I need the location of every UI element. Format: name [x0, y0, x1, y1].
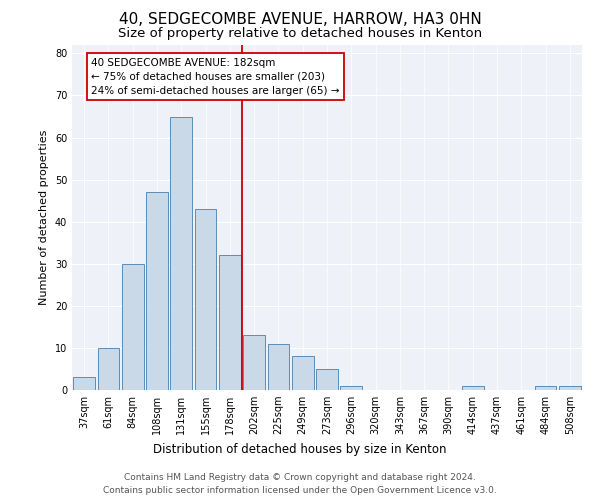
Text: Size of property relative to detached houses in Kenton: Size of property relative to detached ho…: [118, 28, 482, 40]
Bar: [243, 336, 265, 390]
Bar: [292, 356, 314, 390]
Bar: [146, 192, 168, 390]
Bar: [194, 209, 217, 390]
Bar: [462, 386, 484, 390]
Text: 40, SEDGECOMBE AVENUE, HARROW, HA3 0HN: 40, SEDGECOMBE AVENUE, HARROW, HA3 0HN: [119, 12, 481, 28]
Bar: [170, 116, 192, 390]
Text: Contains HM Land Registry data © Crown copyright and database right 2024.: Contains HM Land Registry data © Crown c…: [124, 472, 476, 482]
Bar: [559, 386, 581, 390]
Bar: [73, 378, 95, 390]
Bar: [219, 256, 241, 390]
Bar: [316, 369, 338, 390]
Bar: [535, 386, 556, 390]
Y-axis label: Number of detached properties: Number of detached properties: [39, 130, 49, 305]
Bar: [268, 344, 289, 390]
Text: Contains public sector information licensed under the Open Government Licence v3: Contains public sector information licen…: [103, 486, 497, 495]
Text: 40 SEDGECOMBE AVENUE: 182sqm
← 75% of detached houses are smaller (203)
24% of s: 40 SEDGECOMBE AVENUE: 182sqm ← 75% of de…: [91, 58, 340, 96]
Bar: [122, 264, 143, 390]
Bar: [340, 386, 362, 390]
Text: Distribution of detached houses by size in Kenton: Distribution of detached houses by size …: [153, 442, 447, 456]
Bar: [97, 348, 119, 390]
